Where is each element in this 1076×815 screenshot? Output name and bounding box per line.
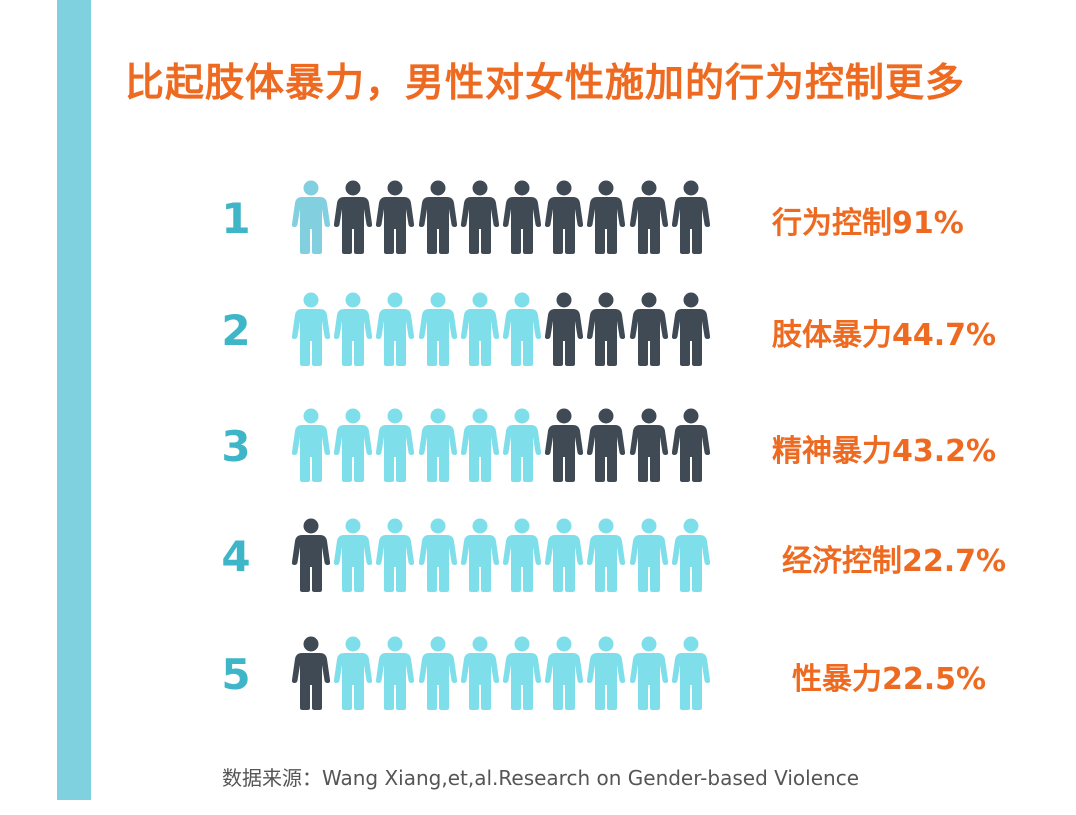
person-icon bbox=[628, 180, 670, 254]
person-icon-highlighted bbox=[628, 636, 670, 710]
person-icon-highlighted bbox=[628, 518, 670, 592]
person-icon bbox=[628, 292, 670, 366]
person-icon-highlighted bbox=[374, 518, 416, 592]
pictogram-row: 5 性暴力22.5% bbox=[0, 636, 1076, 716]
person-icon-highlighted bbox=[332, 636, 374, 710]
person-icon-highlighted bbox=[332, 292, 374, 366]
person-icon bbox=[543, 292, 585, 366]
row-rank: 1 bbox=[221, 194, 251, 243]
pictogram-row: 2 肢体暴力44.7% bbox=[0, 292, 1076, 372]
person-icon bbox=[417, 180, 459, 254]
person-icon-highlighted bbox=[417, 518, 459, 592]
person-icon-highlighted bbox=[459, 636, 501, 710]
person-icon-highlighted bbox=[374, 636, 416, 710]
person-icon-highlighted bbox=[543, 518, 585, 592]
person-icon-group bbox=[290, 408, 730, 488]
person-icon-highlighted bbox=[332, 408, 374, 482]
row-rank: 2 bbox=[221, 306, 251, 355]
pictogram-row: 3 精神暴力43.2% bbox=[0, 408, 1076, 488]
person-icon bbox=[670, 180, 712, 254]
chart-title: 比起肢体暴力，男性对女性施加的行为控制更多 bbox=[125, 61, 966, 106]
person-icon-highlighted bbox=[417, 292, 459, 366]
person-icon-highlighted bbox=[417, 636, 459, 710]
person-icon-highlighted bbox=[332, 518, 374, 592]
person-icon-highlighted bbox=[585, 518, 627, 592]
person-icon-highlighted bbox=[374, 292, 416, 366]
person-icon-highlighted bbox=[290, 180, 332, 254]
person-icon-highlighted bbox=[585, 636, 627, 710]
row-label: 行为控制91% bbox=[772, 206, 964, 241]
person-icon bbox=[585, 180, 627, 254]
person-icon bbox=[543, 180, 585, 254]
row-label: 性暴力22.5% bbox=[792, 662, 987, 697]
person-icon bbox=[670, 408, 712, 482]
person-icon-highlighted bbox=[670, 636, 712, 710]
person-icon-group bbox=[290, 180, 730, 260]
person-icon-highlighted bbox=[374, 408, 416, 482]
person-icon bbox=[585, 292, 627, 366]
person-icon bbox=[290, 636, 332, 710]
person-icon bbox=[501, 180, 543, 254]
person-icon-highlighted bbox=[459, 292, 501, 366]
side-accent-bar bbox=[57, 0, 91, 800]
row-label: 经济控制22.7% bbox=[782, 544, 1007, 579]
person-icon-highlighted bbox=[501, 408, 543, 482]
person-icon-highlighted bbox=[543, 636, 585, 710]
row-rank: 3 bbox=[221, 422, 251, 471]
data-source: 数据来源：Wang Xiang,et,al.Research on Gender… bbox=[222, 766, 860, 790]
person-icon bbox=[290, 518, 332, 592]
person-icon-highlighted bbox=[501, 518, 543, 592]
person-icon-highlighted bbox=[459, 408, 501, 482]
person-icon bbox=[670, 292, 712, 366]
person-icon-highlighted bbox=[501, 636, 543, 710]
person-icon bbox=[543, 408, 585, 482]
person-icon-group bbox=[290, 636, 730, 716]
row-rank: 5 bbox=[221, 650, 251, 699]
row-label: 精神暴力43.2% bbox=[772, 434, 997, 469]
person-icon-highlighted bbox=[501, 292, 543, 366]
person-icon-highlighted bbox=[290, 292, 332, 366]
person-icon bbox=[374, 180, 416, 254]
person-icon bbox=[585, 408, 627, 482]
person-icon-group bbox=[290, 292, 730, 372]
person-icon-highlighted bbox=[459, 518, 501, 592]
person-icon bbox=[628, 408, 670, 482]
person-icon bbox=[332, 180, 374, 254]
person-icon-highlighted bbox=[670, 518, 712, 592]
row-rank: 4 bbox=[221, 532, 251, 581]
person-icon-highlighted bbox=[417, 408, 459, 482]
row-label: 肢体暴力44.7% bbox=[772, 318, 997, 353]
pictogram-row: 4 经济控制22.7% bbox=[0, 518, 1076, 598]
person-icon-highlighted bbox=[290, 408, 332, 482]
person-icon bbox=[459, 180, 501, 254]
person-icon-group bbox=[290, 518, 730, 598]
pictogram-row: 1 行为控制91% bbox=[0, 180, 1076, 260]
